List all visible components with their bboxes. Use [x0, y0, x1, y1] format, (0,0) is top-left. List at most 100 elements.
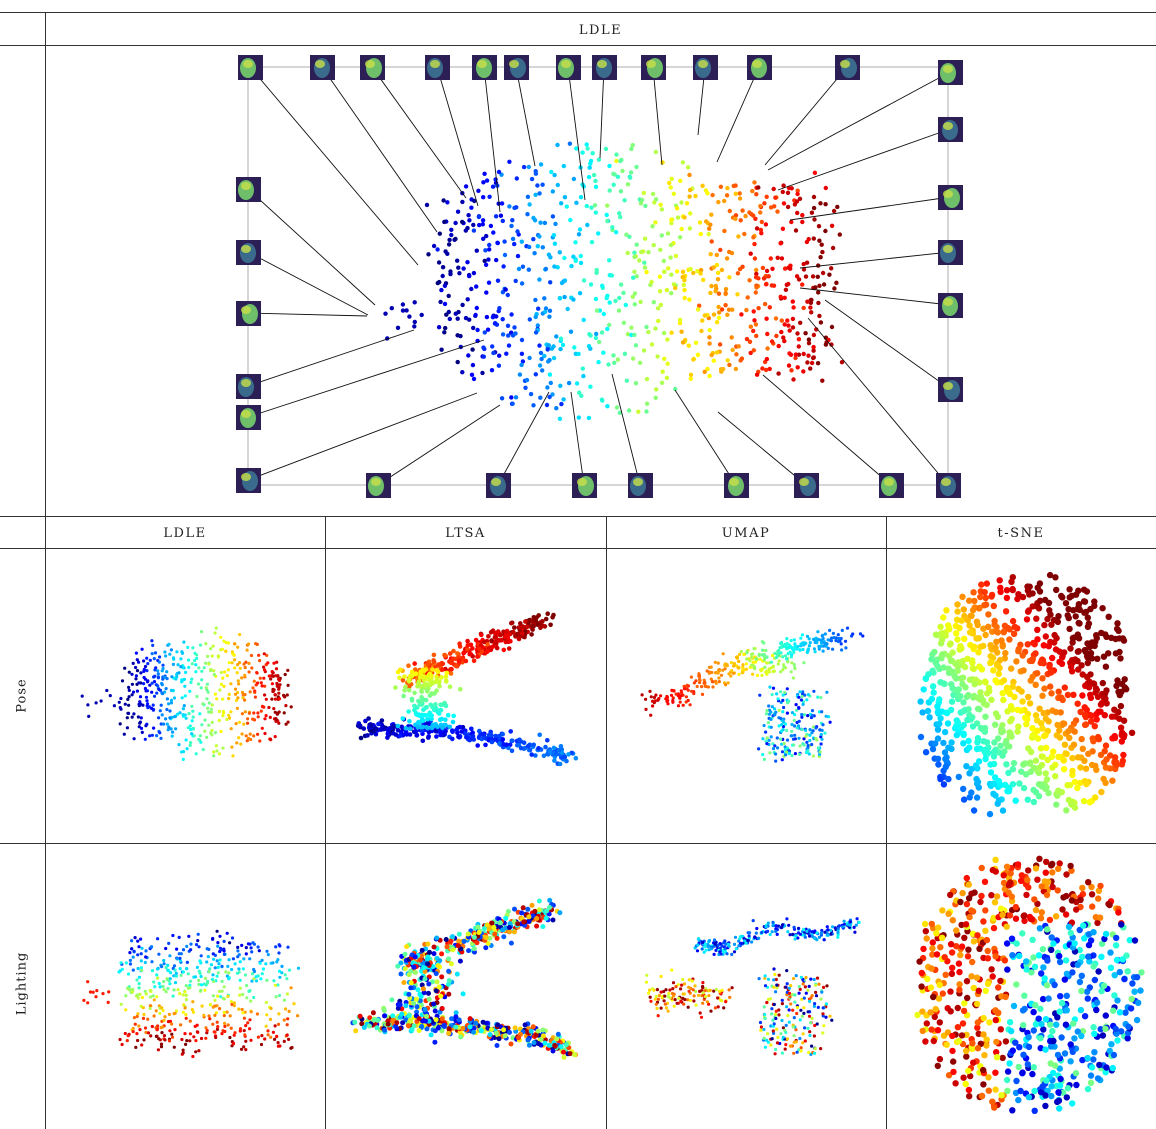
ldle-point	[809, 297, 814, 303]
ldle-point	[532, 218, 538, 223]
point	[1080, 797, 1088, 805]
ldle-point	[551, 355, 557, 361]
point	[358, 735, 364, 741]
point	[1051, 639, 1058, 646]
point	[987, 642, 994, 649]
point	[242, 1029, 246, 1033]
point	[171, 730, 175, 734]
point	[164, 717, 168, 721]
ldle-point	[547, 308, 553, 313]
point	[734, 947, 738, 951]
point	[220, 989, 224, 993]
point	[800, 694, 804, 699]
point	[958, 617, 965, 624]
point	[264, 697, 268, 701]
point	[197, 1049, 201, 1053]
point	[1024, 796, 1031, 803]
ldle-point	[782, 295, 787, 300]
point	[558, 1044, 564, 1050]
point	[422, 976, 428, 982]
point	[527, 747, 532, 753]
ldle-point	[400, 302, 406, 307]
ldle-point	[669, 217, 674, 222]
point	[1035, 764, 1043, 772]
face-thumbnail	[572, 473, 597, 498]
point	[276, 1022, 281, 1026]
ldle-point	[665, 337, 670, 342]
point	[150, 652, 154, 656]
point	[858, 632, 863, 636]
ldle-point	[668, 255, 673, 260]
point	[245, 996, 249, 1000]
ldle-point	[568, 217, 573, 223]
point	[260, 704, 265, 709]
point	[742, 668, 746, 672]
ldle-point	[674, 269, 680, 274]
ldle-point	[471, 270, 477, 276]
point	[787, 751, 791, 756]
point	[1039, 675, 1046, 682]
ldle-point	[682, 278, 687, 283]
point	[220, 964, 224, 968]
point	[218, 688, 222, 692]
point	[151, 994, 155, 998]
point	[265, 653, 269, 657]
point	[180, 1037, 184, 1042]
ldle-point	[686, 343, 691, 348]
ldle-point	[469, 205, 474, 210]
point	[201, 702, 205, 706]
ldle-point	[548, 380, 553, 386]
point	[199, 740, 203, 744]
ldle-point	[742, 231, 747, 237]
ldle-point	[615, 174, 621, 179]
ldle-point	[795, 210, 800, 216]
point	[240, 676, 244, 680]
point	[1117, 702, 1125, 710]
point	[453, 1010, 459, 1016]
point	[843, 639, 848, 643]
point	[839, 642, 843, 646]
point	[159, 1045, 164, 1049]
point	[409, 698, 415, 703]
ldle-point	[716, 291, 722, 296]
ldle-point	[715, 277, 721, 282]
point	[182, 677, 186, 681]
ldle-point	[557, 250, 562, 255]
point	[703, 684, 707, 688]
ldle-point	[779, 256, 785, 261]
leader-line	[799, 287, 951, 306]
point	[216, 941, 220, 945]
ldle-point	[760, 366, 765, 371]
point	[203, 976, 208, 980]
ldle-point	[604, 212, 609, 218]
top-header: LDLE	[578, 23, 623, 38]
ldle-point	[710, 192, 715, 198]
ldle-point	[558, 346, 563, 352]
ldle-point	[782, 266, 788, 271]
point	[125, 1039, 129, 1043]
point	[407, 1017, 413, 1023]
point	[785, 687, 789, 691]
ldle-point	[795, 191, 800, 197]
point	[172, 696, 177, 700]
point	[275, 681, 279, 686]
point	[1057, 709, 1064, 716]
point	[445, 712, 451, 718]
point	[992, 677, 999, 684]
point	[188, 1019, 192, 1023]
point	[800, 713, 804, 717]
ldle-point	[587, 165, 592, 170]
point	[947, 706, 955, 714]
ldle-point	[727, 362, 732, 368]
leader-line	[652, 66, 663, 166]
point	[1080, 586, 1088, 593]
point	[991, 774, 999, 781]
point	[779, 716, 783, 720]
point	[476, 646, 482, 652]
point	[970, 589, 977, 596]
ldle-point	[484, 233, 489, 239]
point	[130, 693, 134, 697]
point	[765, 736, 769, 740]
point	[930, 689, 937, 696]
point	[283, 973, 287, 977]
